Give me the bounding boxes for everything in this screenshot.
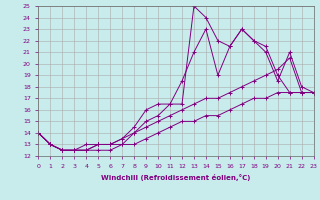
X-axis label: Windchill (Refroidissement éolien,°C): Windchill (Refroidissement éolien,°C) xyxy=(101,174,251,181)
